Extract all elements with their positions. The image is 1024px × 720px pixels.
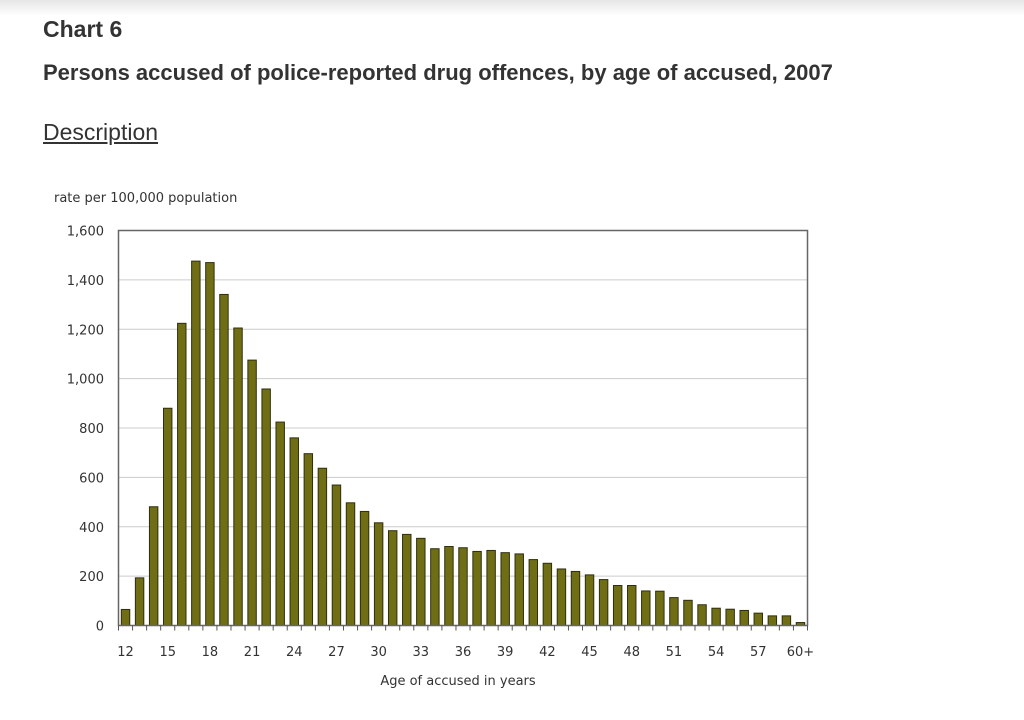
- bar-age-54: [711, 607, 721, 626]
- x-tick-label: 21: [244, 645, 261, 660]
- bar-age-44: [570, 570, 581, 627]
- y-tick-label: 600: [79, 471, 104, 486]
- y-tick-label: 1,200: [67, 323, 104, 338]
- x-tick-label: 18: [202, 645, 219, 660]
- bar-age-19: [219, 293, 229, 626]
- bar-age-18: [205, 262, 215, 626]
- x-tick-label: 39: [497, 645, 514, 660]
- bar-age-43: [556, 568, 567, 627]
- bar-age-48: [627, 585, 637, 626]
- bar-age-28: [345, 502, 356, 627]
- x-tick-label: 60+: [787, 645, 814, 660]
- x-tick-label: 27: [328, 645, 345, 660]
- y-tick-label: 800: [79, 422, 104, 437]
- bar-age-32: [402, 533, 412, 627]
- x-tick-label: 15: [159, 645, 176, 660]
- x-tick-label: 48: [623, 645, 640, 660]
- bar-age-40: [514, 553, 524, 626]
- y-tick-label: 1,400: [67, 274, 104, 289]
- x-tick-label: 30: [370, 645, 387, 660]
- bar-age-55: [725, 608, 735, 626]
- bar-age-46: [598, 579, 609, 626]
- bar-age-22: [261, 388, 271, 626]
- y-tick-label: 400: [79, 521, 104, 536]
- y-axis-ticks: 0 200 400 600 800 1,000 1,200 1,400 1,600: [67, 225, 104, 635]
- x-tick-label: 12: [117, 645, 134, 660]
- bar-age-35: [444, 546, 454, 626]
- bar-age-14: [148, 506, 159, 626]
- x-tick-label: 51: [666, 645, 683, 660]
- bar-age-21: [247, 359, 257, 626]
- bar-age-17: [191, 260, 201, 626]
- bar-age-41: [528, 559, 539, 626]
- bar-age-24: [289, 437, 299, 626]
- bar-age-25: [303, 453, 314, 626]
- bar-age-34: [430, 548, 440, 626]
- chart-number-heading: Chart 6: [43, 16, 123, 42]
- bar-age-53: [697, 604, 707, 627]
- x-axis-ticks: 12 15 18 21 24 27 30 33 36 39 42 45 48 51 54 57 60+: [117, 625, 814, 660]
- description-link[interactable]: Description: [43, 119, 159, 145]
- bar-age-52: [683, 599, 693, 626]
- bar-age-47: [612, 585, 623, 626]
- y-axis-label: rate per 100,000 population: [54, 191, 237, 206]
- y-tick-label: 1,600: [67, 225, 104, 240]
- bar-age-50: [655, 590, 665, 627]
- y-tick-label: 1,000: [67, 373, 104, 388]
- y-tick-label: 0: [96, 620, 104, 635]
- bar-age-23: [275, 421, 285, 627]
- x-tick-label: 57: [750, 645, 767, 660]
- bar-age-16: [177, 322, 187, 626]
- bar-age-30: [373, 522, 384, 626]
- bar-age-33: [416, 537, 426, 627]
- x-tick-label: 36: [455, 645, 472, 660]
- x-axis-label: Age of accused in years: [380, 674, 536, 689]
- bar-age-42: [542, 562, 553, 626]
- bar-age-39: [500, 552, 510, 626]
- bar-age-57: [753, 612, 764, 626]
- bar-age-51: [669, 597, 679, 627]
- bar-age-29: [359, 510, 370, 627]
- x-tick-label: 24: [286, 645, 303, 660]
- chart-title: Persons accused of police-reported drug …: [43, 60, 833, 85]
- bar-age-45: [584, 574, 595, 626]
- x-tick-label: 33: [413, 645, 430, 660]
- bar-age-58: [767, 615, 778, 627]
- bar-age-15: [162, 407, 173, 626]
- bar-age-59: [781, 615, 792, 627]
- bar-age-37: [472, 550, 482, 626]
- bar-age-27: [331, 484, 342, 627]
- x-tick-label: 54: [708, 645, 725, 660]
- bar-age-20: [233, 327, 243, 626]
- bar-age-13: [134, 577, 145, 627]
- bar-age-38: [486, 549, 496, 627]
- bar-age-56: [739, 609, 749, 626]
- x-tick-label: 42: [539, 645, 556, 660]
- bar-age-36: [458, 547, 468, 626]
- x-tick-label: 45: [581, 645, 598, 660]
- plot-frame: [117, 229, 809, 627]
- bars: [120, 260, 806, 627]
- bar-age-12: [120, 608, 131, 626]
- bar-age-31: [387, 530, 398, 627]
- top-shade: [0, 0, 1024, 16]
- bar-age-26: [317, 467, 328, 626]
- y-tick-label: 200: [79, 570, 104, 585]
- bar-age-49: [641, 590, 651, 626]
